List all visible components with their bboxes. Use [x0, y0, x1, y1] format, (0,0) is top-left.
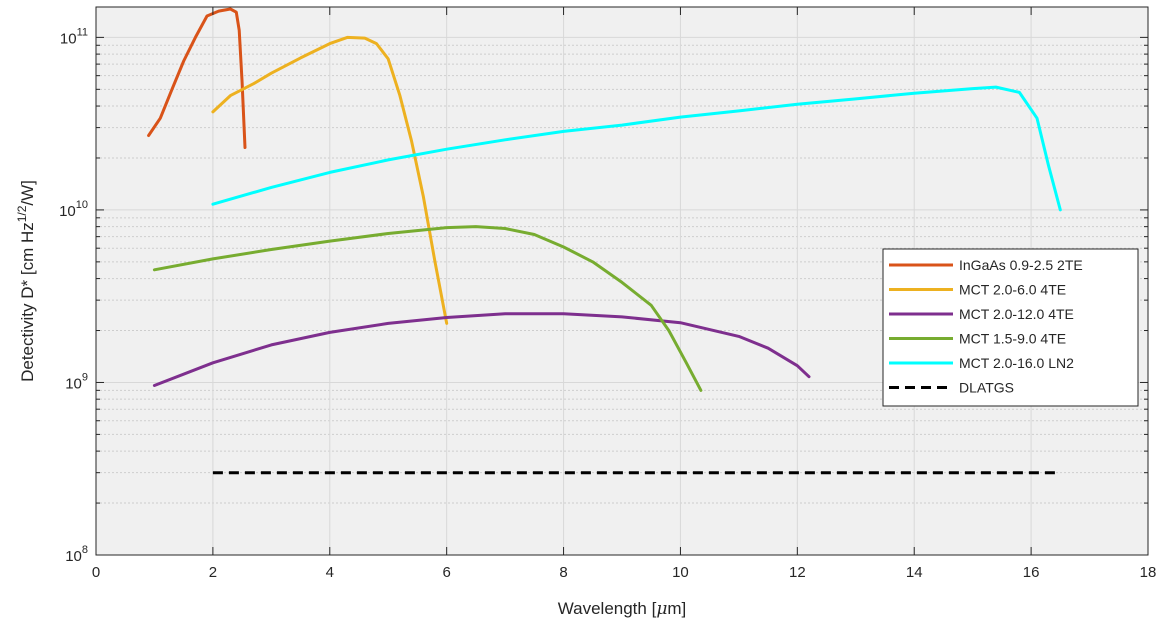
legend-label-mct-2-0-6-0-4te: MCT 2.0-6.0 4TE	[959, 282, 1066, 298]
plot-frame	[95, 6, 1149, 556]
series-line-mct-2-0-6-0-4te	[211, 35, 449, 325]
legend-box	[882, 248, 1139, 407]
legend-label-mct-2-0-12-0-4te: MCT 2.0-12.0 4TE	[959, 306, 1074, 322]
axis-ticks: 0 2 4 6 8 10 12 14 16 18 108 109 1010 1011	[59, 7, 1156, 581]
x-tick-label: 4	[326, 564, 334, 581]
series-line-mct-1-5-9-0-4te	[152, 225, 703, 392]
x-tick-label: 10	[672, 564, 689, 581]
x-tick-label: 8	[559, 564, 567, 581]
x-tick-label: 2	[209, 564, 217, 581]
x-tick-label: 18	[1140, 564, 1157, 581]
y-axis-title: Detectivity D* [cm Hz1/2/W]	[15, 180, 37, 382]
legend-label-mct-2-0-16-0-ln2: MCT 2.0-16.0 LN2	[959, 355, 1074, 371]
x-axis-title: Wavelength [μm]	[558, 599, 687, 619]
y-tick-label: 1011	[60, 26, 88, 47]
series-line-mct-2-0-12-0-4te	[152, 312, 811, 387]
y-tick-label: 1010	[59, 199, 88, 220]
y-tick-label: 108	[65, 544, 88, 565]
x-tick-label: 16	[1023, 564, 1040, 581]
legend-label-dlatgs: DLATGS	[959, 380, 1014, 396]
x-tick-label: 0	[92, 564, 100, 581]
series-line-mct-2-0-16-0-ln2	[211, 85, 1062, 212]
legend-label-mct-1-5-9-0-4te: MCT 1.5-9.0 4TE	[959, 331, 1066, 347]
legend-label-ingaas-0-9-2-5-2te: InGaAs 0.9-2.5 2TE	[959, 257, 1083, 273]
y-tick-label: 109	[65, 371, 88, 392]
x-tick-label: 14	[906, 564, 923, 581]
x-tick-label: 6	[442, 564, 450, 581]
x-tick-label: 12	[789, 564, 806, 581]
legend[interactable]: InGaAs 0.9-2.5 2TE MCT 2.0-6.0 4TE MCT 2.0…	[882, 248, 1139, 407]
